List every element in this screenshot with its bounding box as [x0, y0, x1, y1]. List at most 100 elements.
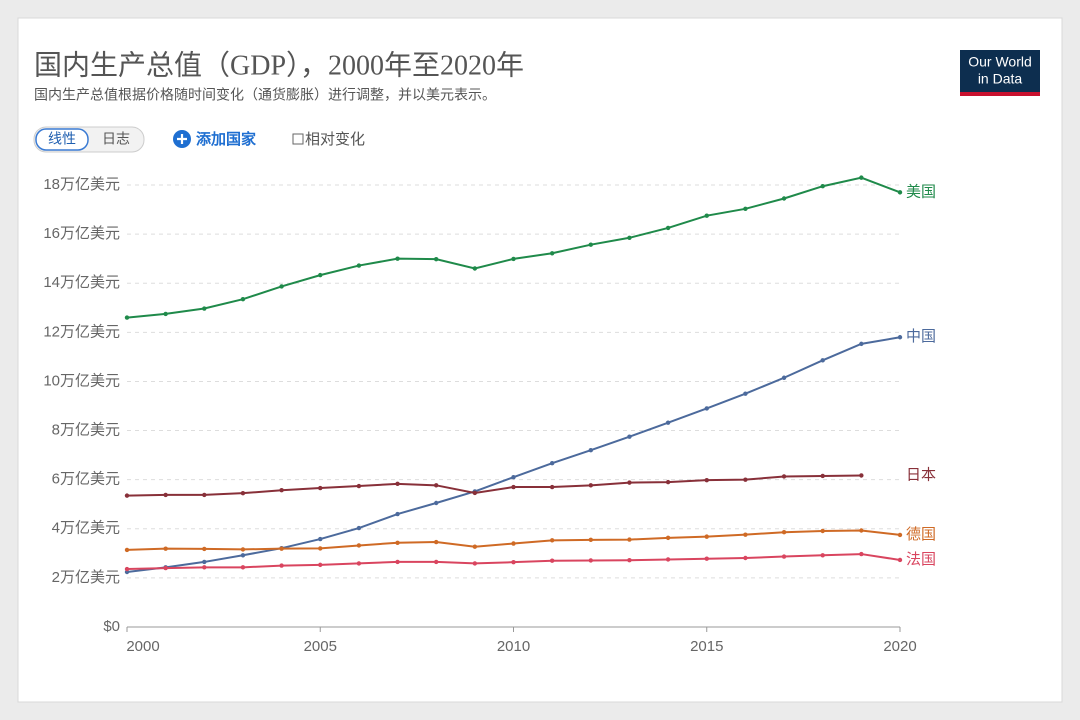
- point: [318, 536, 323, 542]
- point: [665, 479, 671, 485]
- point: [240, 490, 246, 496]
- point: [395, 559, 400, 565]
- point: [279, 284, 284, 289]
- toggle-linear-label[interactable]: 线性: [48, 131, 76, 147]
- series-label: 日本: [906, 466, 936, 483]
- point: [434, 256, 439, 262]
- toggle-linear[interactable]: [35, 128, 89, 151]
- point: [820, 473, 825, 479]
- point: [124, 493, 130, 498]
- point: [511, 484, 516, 490]
- point: [743, 555, 748, 561]
- point: [781, 474, 787, 479]
- point: [356, 561, 362, 566]
- logo: Our World in Data: [960, 50, 1040, 96]
- point: [859, 341, 864, 347]
- point: [434, 483, 439, 488]
- logo-text: Our World: [968, 54, 1032, 70]
- point: [318, 562, 323, 568]
- point: [859, 528, 864, 533]
- point: [704, 477, 709, 483]
- point: [511, 256, 516, 262]
- add-icon-plus: [177, 134, 187, 144]
- point: [549, 251, 555, 256]
- series-line: [126, 474, 862, 497]
- point: [704, 556, 709, 561]
- point: [356, 483, 362, 489]
- point: [279, 563, 284, 568]
- series-label: 中国: [906, 328, 936, 345]
- point: [781, 375, 787, 380]
- point: [627, 235, 632, 240]
- point: [743, 477, 748, 482]
- series-label: 德国: [906, 525, 936, 543]
- point: [279, 546, 284, 551]
- point: [549, 484, 555, 490]
- y-tick-label: 16万亿美元: [43, 225, 120, 242]
- checkbox[interactable]: [292, 133, 304, 145]
- point: [279, 488, 284, 493]
- point: [202, 565, 207, 570]
- point: [163, 492, 168, 498]
- point: [859, 473, 864, 478]
- point: [627, 434, 632, 439]
- point: [665, 557, 671, 562]
- scale-toggle: 线性 日志: [33, 126, 145, 153]
- point: [820, 358, 825, 363]
- point: [472, 490, 478, 496]
- logo-box: [960, 50, 1040, 96]
- point: [124, 315, 130, 320]
- point: [859, 175, 864, 180]
- relative-change[interactable]: 相对变化: [305, 131, 365, 148]
- point: [588, 558, 593, 563]
- series-label: 美国: [906, 183, 936, 200]
- point: [897, 335, 903, 340]
- point: [163, 311, 168, 317]
- point: [318, 546, 323, 551]
- point: [356, 525, 362, 531]
- x-tick-label: 2005: [304, 638, 337, 655]
- point: [163, 546, 168, 551]
- y-tick-label: 6万亿美元: [52, 471, 120, 488]
- point: [434, 539, 439, 545]
- point: [124, 566, 130, 572]
- point: [434, 500, 439, 506]
- point: [665, 225, 671, 231]
- point: [588, 537, 593, 543]
- point: [356, 263, 362, 268]
- y-tick-label: 14万亿美元: [43, 274, 120, 291]
- point: [202, 546, 207, 552]
- point: [588, 448, 593, 453]
- point: [704, 534, 709, 539]
- point: [704, 406, 709, 411]
- add-country[interactable]: 添加国家: [196, 130, 256, 148]
- point: [588, 242, 593, 247]
- point: [897, 557, 903, 563]
- point: [202, 559, 207, 565]
- point: [395, 540, 400, 545]
- point: [240, 553, 246, 558]
- point: [549, 538, 555, 543]
- series-label: 法国: [906, 551, 936, 568]
- y-tick-label: 8万亿美元: [52, 422, 120, 439]
- y-tick-label: 18万亿美元: [43, 176, 120, 193]
- point: [820, 184, 825, 189]
- point: [859, 551, 864, 557]
- point: [627, 558, 632, 563]
- x-tick-label: 2015: [690, 638, 723, 655]
- y-tick-label: 10万亿美元: [43, 372, 120, 389]
- point: [627, 537, 632, 542]
- point: [704, 213, 709, 218]
- point: [240, 296, 246, 302]
- point: [549, 558, 555, 563]
- point: [781, 530, 787, 535]
- logo-bar: [960, 92, 1040, 96]
- point: [202, 492, 207, 498]
- point: [743, 206, 748, 212]
- toggle-log-label[interactable]: 日志: [102, 131, 130, 147]
- point: [743, 391, 748, 396]
- y-tick-label: $0: [103, 618, 120, 635]
- point: [588, 483, 593, 488]
- point: [511, 541, 516, 546]
